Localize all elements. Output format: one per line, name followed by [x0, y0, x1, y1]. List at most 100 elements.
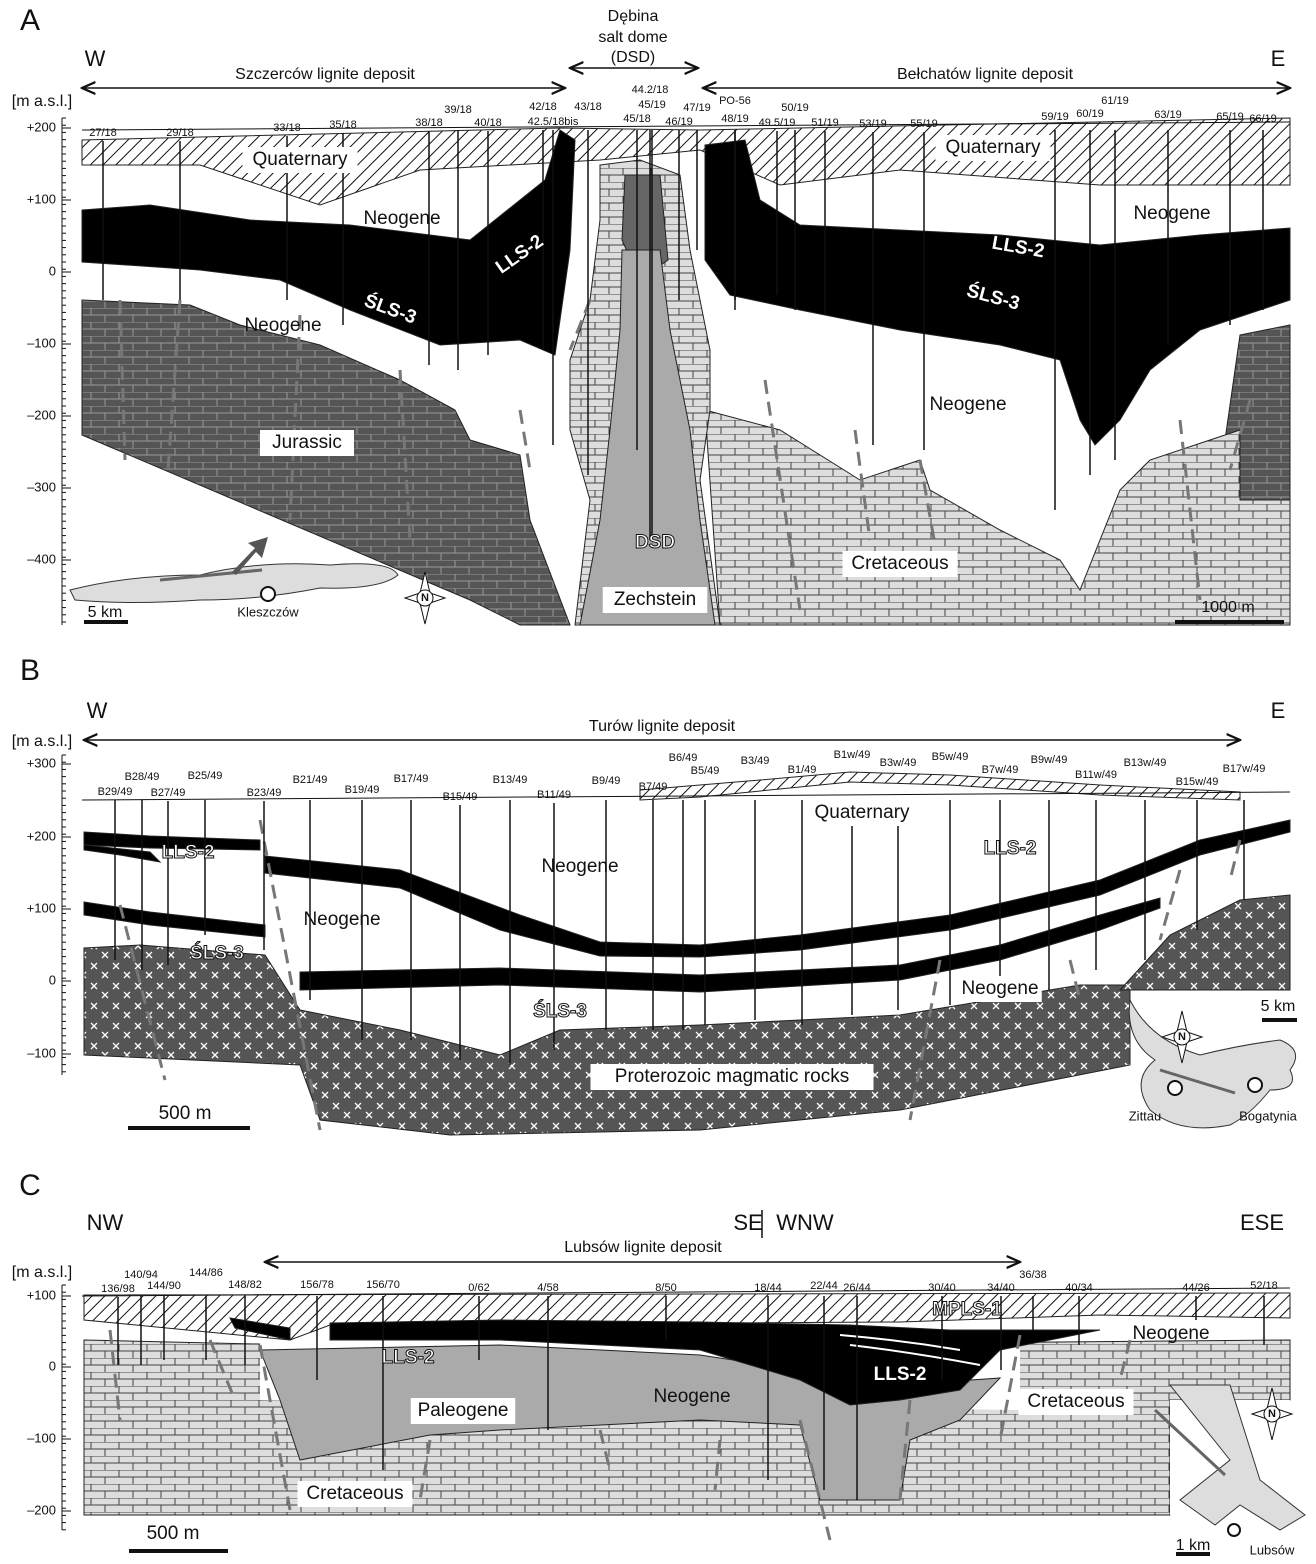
label: N	[1268, 1408, 1276, 1420]
label: A	[20, 4, 40, 37]
label: 63/19	[1154, 109, 1182, 121]
label: 148/82	[228, 1279, 262, 1291]
label: Cretaceous	[851, 553, 948, 574]
label: 51/19	[811, 117, 839, 129]
label: 500 m	[159, 1103, 212, 1124]
label: 45/18	[623, 113, 651, 125]
label: ESE	[1240, 1210, 1284, 1235]
label: B17w/49	[1223, 763, 1266, 775]
label: B5/49	[691, 765, 720, 777]
figure: 27/1829/1833/1835/1838/1839/1840/1842/18…	[0, 0, 1316, 1559]
label: Neogene	[541, 856, 618, 877]
fault	[520, 410, 530, 470]
label: 5 km	[88, 604, 123, 621]
label: Turów lignite deposit	[589, 718, 736, 735]
label: Szczerców lignite deposit	[235, 66, 415, 83]
inset-map	[70, 564, 398, 603]
label: 42.5/18bis	[528, 116, 579, 128]
label: 144/90	[147, 1280, 181, 1292]
label: 49.5/19	[759, 117, 796, 129]
label: Proterozoic magmatic rocks	[615, 1066, 849, 1087]
label: B11w/49	[1075, 769, 1117, 781]
label: 0	[49, 972, 56, 987]
label: 44/26	[1182, 1282, 1210, 1294]
label: Lubsów	[1250, 1542, 1295, 1557]
label: W	[87, 698, 108, 723]
label: ŚLS-3	[190, 942, 244, 964]
label: 1000 m	[1201, 599, 1254, 616]
label: 35/18	[329, 119, 357, 131]
label: NW	[87, 1210, 124, 1235]
fault	[1160, 870, 1180, 940]
label: 42/18	[529, 101, 557, 113]
label: –200	[27, 1502, 56, 1517]
label: B11/49	[537, 789, 571, 801]
label: MPLS-1	[932, 1299, 1002, 1320]
label: Neogene	[1132, 1323, 1209, 1344]
label: 38/18	[415, 117, 443, 129]
label: [m a.s.l.]	[12, 93, 72, 110]
label: +100	[27, 900, 56, 915]
label: 30/40	[928, 1282, 956, 1294]
label: Jurassic	[272, 432, 342, 453]
label: B9w/49	[1031, 754, 1068, 766]
label: 61/19	[1101, 95, 1129, 107]
label: 59/19	[1041, 111, 1069, 123]
label: ŚLS-3	[533, 1000, 587, 1022]
lignite	[84, 902, 265, 937]
label: B17/49	[394, 773, 429, 785]
label: B19/49	[345, 784, 380, 796]
label: B28/49	[125, 771, 160, 783]
label: B1/49	[788, 764, 817, 776]
label: +200	[27, 828, 56, 843]
label: 4/58	[537, 1282, 558, 1294]
cretaceous	[705, 410, 1290, 625]
label: (DSD)	[611, 49, 655, 66]
label: B3w/49	[880, 757, 917, 769]
label: 5 km	[1261, 998, 1296, 1015]
label: W	[85, 46, 106, 71]
label: B13w/49	[1124, 757, 1167, 769]
label: +300	[27, 755, 56, 770]
label: 40/34	[1065, 1282, 1093, 1294]
label: Quaternary	[945, 137, 1041, 158]
label: –100	[27, 335, 56, 350]
label: salt dome	[598, 29, 667, 46]
label: B15w/49	[1176, 776, 1219, 788]
label: 26/44	[843, 1282, 871, 1294]
label: 500 m	[147, 1523, 200, 1544]
label: +100	[27, 191, 56, 206]
label: Zittau	[1129, 1108, 1162, 1123]
label: Kleszczów	[237, 604, 299, 619]
label: N	[421, 592, 429, 604]
label: B	[20, 654, 40, 687]
lignite	[265, 820, 1290, 957]
label: Quaternary	[252, 149, 348, 170]
label: Neogene	[303, 909, 380, 930]
label: 65/19	[1216, 111, 1244, 123]
label: PO-56	[719, 95, 751, 107]
label: 48/19	[721, 113, 749, 125]
label: E	[1271, 46, 1286, 71]
label: B15/49	[443, 791, 478, 803]
label: 27/18	[89, 127, 117, 139]
label: B1w/49	[834, 749, 871, 761]
label: +100	[27, 1287, 56, 1302]
label: DSD	[635, 532, 675, 553]
town	[1228, 1524, 1240, 1536]
label: SE	[733, 1210, 762, 1235]
label: [m a.s.l.]	[12, 733, 72, 750]
label: B25/49	[188, 770, 223, 782]
label: B13/49	[493, 774, 528, 786]
label: Neogene	[363, 208, 440, 229]
label: LLS-2	[382, 1347, 435, 1368]
town	[261, 587, 275, 601]
label: 1 km	[1176, 1537, 1211, 1554]
label: 136/98	[101, 1283, 135, 1295]
label: B9/49	[592, 775, 621, 787]
label: B7/49	[639, 781, 668, 793]
label: 43/18	[574, 101, 602, 113]
label: 45/19	[638, 99, 666, 111]
label: +200	[27, 119, 56, 134]
label: 33/18	[273, 122, 301, 134]
